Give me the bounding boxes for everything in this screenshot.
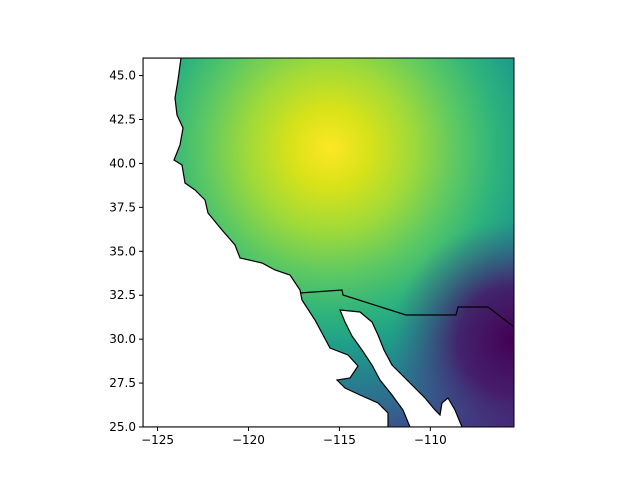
y-tick-label: 30.0: [109, 332, 136, 346]
y-tick-label: 37.5: [109, 200, 136, 214]
x-tick-label: −115: [323, 433, 356, 447]
y-tick-label: 42.5: [109, 113, 136, 127]
y-tick-label: 32.5: [109, 288, 136, 302]
y-tick-label: 25.0: [109, 420, 136, 434]
y-tick-label: 27.5: [109, 376, 136, 390]
y-tick-label: 45.0: [109, 69, 136, 83]
x-tick-label: −110: [414, 433, 447, 447]
border: [299, 289, 514, 328]
axes-frame: [142, 57, 515, 428]
y-tick-label: 35.0: [109, 244, 136, 258]
y-tick-label: 40.0: [109, 156, 136, 170]
map-area: [143, 58, 514, 427]
x-tick-label: −125: [141, 433, 174, 447]
x-tick-label: −120: [232, 433, 265, 447]
gulf: [339, 309, 463, 427]
ocean: [143, 58, 389, 427]
